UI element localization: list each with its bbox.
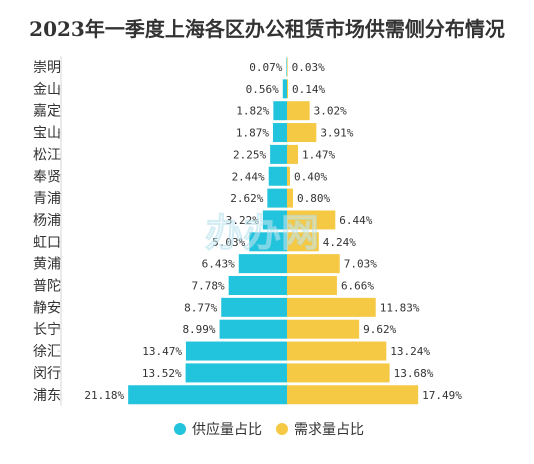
supply-bar bbox=[221, 297, 287, 317]
demand-value-label: 0.14% bbox=[292, 83, 325, 96]
demand-value-label: 0.40% bbox=[294, 170, 327, 183]
supply-value-label: 1.82% bbox=[236, 105, 269, 118]
legend-swatch bbox=[276, 423, 288, 435]
supply-value-label: 2.44% bbox=[232, 170, 265, 183]
category-label: 长宁 bbox=[33, 321, 61, 338]
supply-bar bbox=[128, 385, 287, 405]
supply-value-label: 1.87% bbox=[236, 127, 269, 140]
demand-bar bbox=[287, 101, 310, 121]
supply-value-label: 2.62% bbox=[230, 192, 263, 205]
demand-bar bbox=[287, 79, 289, 99]
demand-bar bbox=[287, 166, 290, 186]
supply-bar bbox=[185, 363, 287, 383]
watermark: 办办网 bbox=[204, 211, 319, 256]
demand-value-label: 13.24% bbox=[390, 345, 430, 358]
category-label: 静安 bbox=[33, 300, 61, 316]
supply-bar bbox=[228, 276, 287, 295]
category-label: 黄浦 bbox=[33, 256, 61, 273]
demand-value-label: 6.66% bbox=[341, 280, 374, 293]
category-label: 奉贤 bbox=[33, 169, 61, 185]
supply-bar bbox=[282, 79, 287, 99]
category-label: 金山 bbox=[33, 82, 61, 98]
supply-bar bbox=[249, 232, 287, 252]
supply-value-label: 6.43% bbox=[202, 258, 235, 271]
supply-value-label: 13.52% bbox=[142, 367, 182, 380]
demand-value-label: 11.83% bbox=[380, 301, 420, 314]
supply-bar bbox=[185, 341, 287, 361]
demand-value-label: 0.03% bbox=[292, 61, 325, 74]
legend: 供应量占比 需求量占比 bbox=[174, 421, 364, 438]
demand-value-label: 3.02% bbox=[314, 105, 347, 118]
demand-value-label: 17.49% bbox=[422, 389, 462, 402]
category-label: 普陀 bbox=[33, 279, 61, 295]
demand-value-label: 7.03% bbox=[344, 258, 377, 271]
supply-bar bbox=[267, 188, 287, 208]
supply-value-label: 3.22% bbox=[226, 214, 259, 227]
demand-value-label: 1.47% bbox=[302, 148, 335, 161]
supply-bar bbox=[268, 166, 287, 186]
supply-value-label: 7.78% bbox=[192, 280, 225, 293]
demand-bar bbox=[287, 276, 337, 295]
bars bbox=[128, 57, 419, 405]
demand-bar bbox=[287, 385, 419, 405]
supply-bar bbox=[272, 123, 287, 143]
category-label: 杨浦 bbox=[33, 213, 61, 229]
demand-value-label: 6.44% bbox=[339, 214, 372, 227]
legend-swatch bbox=[174, 423, 186, 435]
demand-bar bbox=[287, 188, 293, 208]
category-label: 宝山 bbox=[33, 126, 61, 142]
demand-bar bbox=[287, 144, 299, 164]
category-label: 闵行 bbox=[33, 366, 61, 382]
category-label: 青浦 bbox=[33, 191, 61, 207]
legend-label: 供应量占比 bbox=[192, 421, 262, 438]
demand-bar bbox=[287, 57, 288, 77]
category-label: 虹口 bbox=[33, 235, 61, 251]
supply-value-label: 13.47% bbox=[142, 345, 182, 358]
demand-bar bbox=[287, 210, 336, 230]
supply-bar bbox=[273, 101, 287, 121]
demand-value-label: 0.80% bbox=[297, 192, 330, 205]
supply-value-label: 8.77% bbox=[184, 301, 217, 314]
category-label: 崇明 bbox=[33, 60, 61, 76]
supply-value-label: 0.56% bbox=[246, 83, 279, 96]
demand-value-label: 13.68% bbox=[394, 367, 434, 380]
demand-bar bbox=[287, 363, 390, 383]
supply-bar bbox=[219, 319, 287, 339]
demand-bar bbox=[287, 297, 376, 317]
legend-label: 需求量占比 bbox=[294, 422, 364, 438]
supply-value-label: 2.25% bbox=[233, 148, 266, 161]
demand-bar bbox=[287, 254, 340, 274]
demand-value-label: 4.24% bbox=[323, 236, 356, 249]
category-label: 浦东 bbox=[33, 388, 61, 404]
demand-bar bbox=[287, 341, 387, 361]
supply-bar bbox=[238, 254, 287, 274]
supply-bar bbox=[262, 210, 287, 230]
supply-value-label: 8.99% bbox=[182, 323, 215, 336]
value-labels: 0.07% 0.03% 0.56% 0.14% 1.82% 3.02% 1.87% 3.91%… bbox=[84, 61, 462, 402]
supply-value-label: 21.18% bbox=[84, 389, 124, 402]
supply-value-label: 5.03% bbox=[212, 236, 245, 249]
supply-bar bbox=[286, 57, 287, 77]
supply-bar bbox=[270, 144, 287, 164]
demand-value-label: 3.91% bbox=[320, 127, 353, 140]
watermark-logo: 办办网 bbox=[205, 211, 319, 255]
demand-value-label: 9.62% bbox=[363, 323, 396, 336]
demand-bar bbox=[287, 232, 319, 252]
category-label: 松江 bbox=[33, 147, 61, 163]
category-label: 嘉定 bbox=[33, 104, 61, 120]
demand-bar bbox=[287, 123, 317, 143]
category-label: 徐汇 bbox=[33, 344, 61, 360]
demand-bar bbox=[287, 319, 360, 339]
chart-title: 2023年一季度上海各区办公租赁市场供需侧分布情况 bbox=[29, 17, 505, 41]
supply-value-label: 0.07% bbox=[249, 61, 282, 74]
